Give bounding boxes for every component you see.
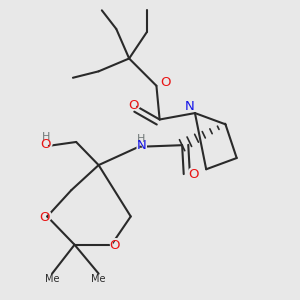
Text: O: O bbox=[108, 238, 122, 253]
Text: Me: Me bbox=[92, 274, 106, 284]
Text: H: H bbox=[137, 134, 146, 144]
Text: O: O bbox=[39, 211, 50, 224]
Text: O: O bbox=[188, 168, 199, 181]
Text: O: O bbox=[127, 98, 141, 112]
Text: O: O bbox=[39, 137, 52, 152]
Text: N: N bbox=[184, 100, 194, 113]
Text: O: O bbox=[160, 76, 171, 89]
Text: N: N bbox=[135, 138, 148, 153]
Text: N: N bbox=[182, 99, 196, 114]
Text: O: O bbox=[129, 98, 139, 112]
Text: O: O bbox=[40, 138, 51, 151]
Text: N: N bbox=[136, 139, 146, 152]
Text: Me: Me bbox=[45, 274, 59, 284]
Text: H: H bbox=[41, 133, 50, 142]
Text: O: O bbox=[187, 167, 200, 182]
Text: O: O bbox=[159, 75, 172, 90]
Text: O: O bbox=[110, 239, 120, 252]
Text: O: O bbox=[38, 210, 51, 225]
